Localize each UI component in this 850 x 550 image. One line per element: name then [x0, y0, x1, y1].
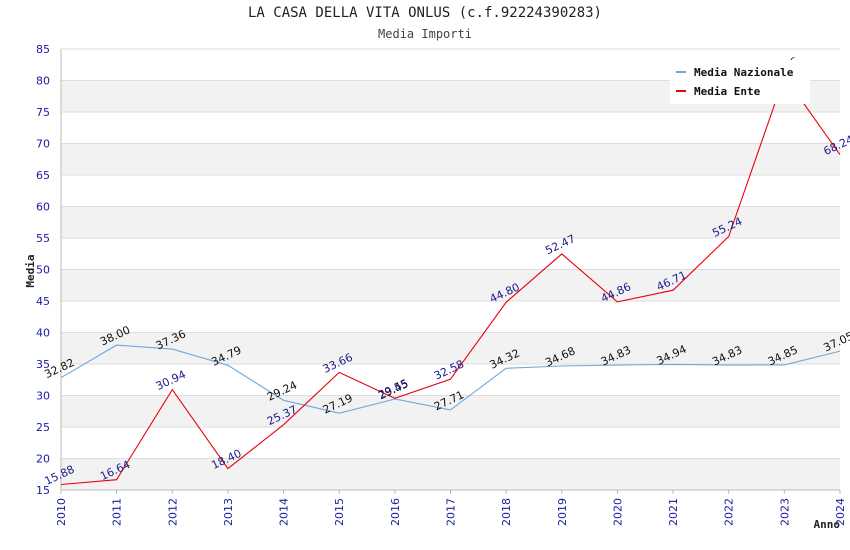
grid-band: [61, 269, 840, 301]
grid-band: [61, 112, 840, 144]
y-tick-label: 40: [36, 327, 50, 340]
x-tick-label: 2023: [778, 498, 791, 526]
y-tick-label: 60: [36, 201, 50, 214]
x-axis-label: Anno: [814, 518, 841, 531]
grid-band: [61, 301, 840, 333]
legend-label: Media Nazionale: [694, 66, 794, 79]
y-tick-label: 15: [36, 484, 50, 497]
x-tick-label: 2016: [389, 498, 402, 526]
y-tick-label: 65: [36, 169, 50, 182]
legend-box: [670, 60, 810, 104]
y-tick-label: 30: [36, 390, 50, 403]
y-tick-label: 20: [36, 453, 50, 466]
legend-label: Media Ente: [694, 85, 761, 98]
y-tick-label: 80: [36, 75, 50, 88]
grid-band: [61, 332, 840, 364]
x-tick-label: 2019: [556, 498, 569, 526]
x-tick-label: 2013: [222, 498, 235, 526]
x-tick-label: 2014: [278, 498, 291, 526]
x-tick-label: 2011: [111, 498, 124, 526]
y-tick-label: 55: [36, 232, 50, 245]
series-lines: [60, 75, 841, 486]
y-tick-label: 35: [36, 358, 50, 371]
x-tick-label: 2015: [333, 498, 346, 526]
y-axis-ticks: 15 20 25 30 35 40 45 50 55 60 65 70 75 80 85: [36, 43, 50, 497]
x-tick-label: 2020: [611, 498, 624, 526]
x-tick-label: 2022: [723, 498, 736, 526]
y-tick-label: 75: [36, 106, 50, 119]
y-axis-label: Media: [24, 254, 37, 287]
grid-band: [61, 143, 840, 175]
x-tick-label: 2010: [55, 498, 68, 526]
grid-band: [61, 395, 840, 427]
y-tick-label: 45: [36, 295, 50, 308]
y-tick-label: 70: [36, 138, 50, 151]
grid-band: [61, 458, 840, 490]
x-tick-label: 2024: [834, 498, 847, 526]
x-tick-label: 2012: [166, 498, 179, 526]
chart-subtitle: Media Importi: [378, 27, 472, 41]
chart-title: LA CASA DELLA VITA ONLUS (c.f.9222439028…: [247, 5, 602, 21]
y-tick-label: 85: [36, 43, 50, 56]
x-tick-label: 2018: [500, 498, 513, 526]
grid-band: [61, 238, 840, 270]
grid-band: [61, 175, 840, 207]
series-line-media-ente: [60, 75, 841, 486]
x-axis-ticks: 2010 2011 2012 2013 2014 2015 2016 2017 2018 2019…: [55, 490, 847, 526]
x-tick-label: 2017: [445, 498, 458, 526]
series-line-media-nazionale: [60, 344, 841, 414]
y-tick-label: 50: [36, 264, 50, 277]
legend: Media Nazionale Media Ente: [670, 60, 810, 104]
grid-band: [61, 427, 840, 459]
grid-band: [61, 206, 840, 238]
x-tick-label: 2021: [667, 498, 680, 526]
y-tick-label: 25: [36, 421, 50, 434]
